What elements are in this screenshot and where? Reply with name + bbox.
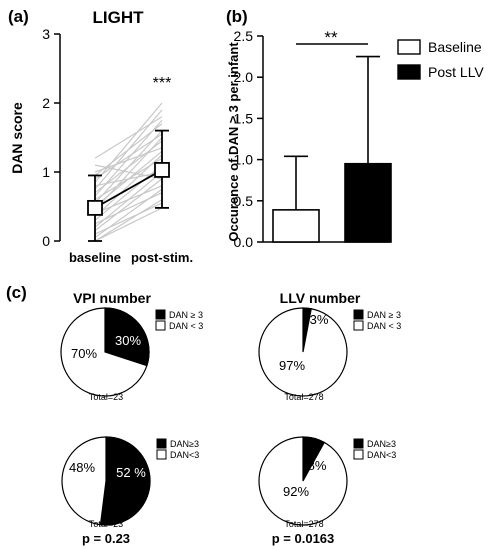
panel-b-legend-swatch — [397, 39, 421, 55]
panel-label-a: (a) — [8, 7, 29, 26]
pie-legend-swatch — [353, 449, 364, 460]
panel-a-ytick-label: 1 — [42, 164, 50, 180]
panel-b-legend-label: Baseline — [428, 39, 482, 55]
pie-legend-swatch — [156, 438, 167, 449]
panel-a-individual-line — [94, 178, 163, 232]
panel-b-bar — [272, 209, 320, 243]
pie-total-label: Total=278 — [284, 519, 323, 529]
pie-slice-black — [302, 307, 312, 353]
panel-a-xtick-label: post-stim. — [131, 250, 193, 265]
pie-percent-label: 97% — [279, 358, 305, 373]
panel-a-individual-line — [94, 199, 163, 242]
pie-slice-black — [104, 307, 150, 367]
panel-a-individual-line — [94, 116, 163, 159]
panel-b-bar — [344, 162, 392, 243]
pie-percent-label: 8% — [308, 458, 327, 473]
pie-percent-label: 52 % — [116, 465, 146, 480]
panel-b-legend-swatch — [397, 64, 421, 80]
pie-legend-label: DAN ≥ 3 — [367, 310, 401, 320]
pie-percent-label: 92% — [283, 484, 309, 499]
panel-b-chart: Occurence of DAN ≥ 3 per infant 0.0 0.5 1.… — [226, 28, 484, 250]
panel-b-significance: ** — [324, 28, 338, 47]
pie-legend-label: DAN≥3 — [170, 439, 199, 449]
panel-a-ytick-label: 2 — [42, 95, 50, 111]
pie-percent-label: 70% — [71, 346, 97, 361]
panel-a-mean-line — [94, 169, 163, 209]
panel-label-c: (c) — [6, 283, 27, 302]
pie-total-label: Total=278 — [284, 392, 323, 402]
panel-a-mean-marker — [154, 162, 170, 178]
pie-legend-label: DAN≥3 — [367, 439, 396, 449]
pie-legend-label: DAN < 3 — [367, 321, 401, 331]
pie-percent-label: 3% — [310, 312, 329, 327]
pie-pvalue-label: p = 0.0163 — [272, 531, 335, 546]
panel-b-ytick-label: 0.5 — [234, 193, 254, 209]
pie-total-label: Total=23 — [89, 519, 123, 529]
panel-c-charts: VPI number LLV number 30% 70% Total=23 DAN … — [60, 290, 401, 546]
panel-a-xtick-label: baseline — [69, 250, 121, 265]
pie-percent-label: 30% — [115, 333, 141, 348]
pie-legend-swatch — [156, 449, 167, 460]
panel-a-title: LIGHT — [93, 8, 145, 27]
panel-label-b: (b) — [226, 7, 248, 26]
panel-b-ytick-label: 1.0 — [234, 152, 254, 168]
panel-a-ylabel: DAN score — [9, 102, 25, 174]
pie-total-label: Total=23 — [89, 392, 123, 402]
panel-a-individual-line — [94, 171, 163, 187]
panel-b-ytick-label: 0.0 — [234, 234, 254, 250]
pie-1-title: VPI number — [73, 290, 151, 306]
panel-a-ytick-label: 3 — [42, 26, 50, 42]
panel-a-individual-line — [94, 192, 163, 225]
pie-percent-label: 48% — [69, 460, 95, 475]
pie-2-title: LLV number — [280, 290, 361, 306]
pie-legend-swatch — [353, 438, 364, 449]
pie-pvalue-label: p = 0.23 — [82, 531, 130, 546]
pie-legend-swatch — [155, 309, 166, 320]
panel-b-legend-label: Post LLV — [428, 64, 484, 80]
panel-a-mean-marker — [87, 199, 103, 216]
panel-a-individual-line — [94, 185, 163, 214]
pie-legend-swatch — [353, 309, 364, 320]
panel-b-ytick-label: 2.0 — [234, 69, 254, 85]
pie-legend-label: DAN ≥ 3 — [169, 310, 203, 320]
pie-legend-label: DAN<3 — [170, 450, 199, 460]
panel-b-ytick-label: 2.5 — [234, 28, 254, 44]
panel-a-ytick-label: 0 — [42, 233, 50, 249]
panel-a-individual-line — [94, 102, 163, 183]
pie-slice-black — [302, 436, 326, 482]
panel-b-ytick-label: 1.5 — [234, 110, 254, 126]
panel-a-individual-line — [94, 207, 163, 242]
pie-legend-swatch — [353, 320, 364, 331]
panel-a-individual-line — [94, 202, 163, 235]
panel-b-ylabel: Occurence of DAN ≥ 3 per infant — [226, 42, 241, 242]
pie-legend-label: DAN < 3 — [169, 321, 203, 331]
pie-legend-swatch — [155, 320, 166, 331]
panel-a-individual-line — [94, 133, 163, 180]
pie-slice-black — [99, 436, 151, 526]
pie-legend-label: DAN<3 — [367, 450, 396, 460]
panel-a-significance: *** — [153, 75, 172, 92]
